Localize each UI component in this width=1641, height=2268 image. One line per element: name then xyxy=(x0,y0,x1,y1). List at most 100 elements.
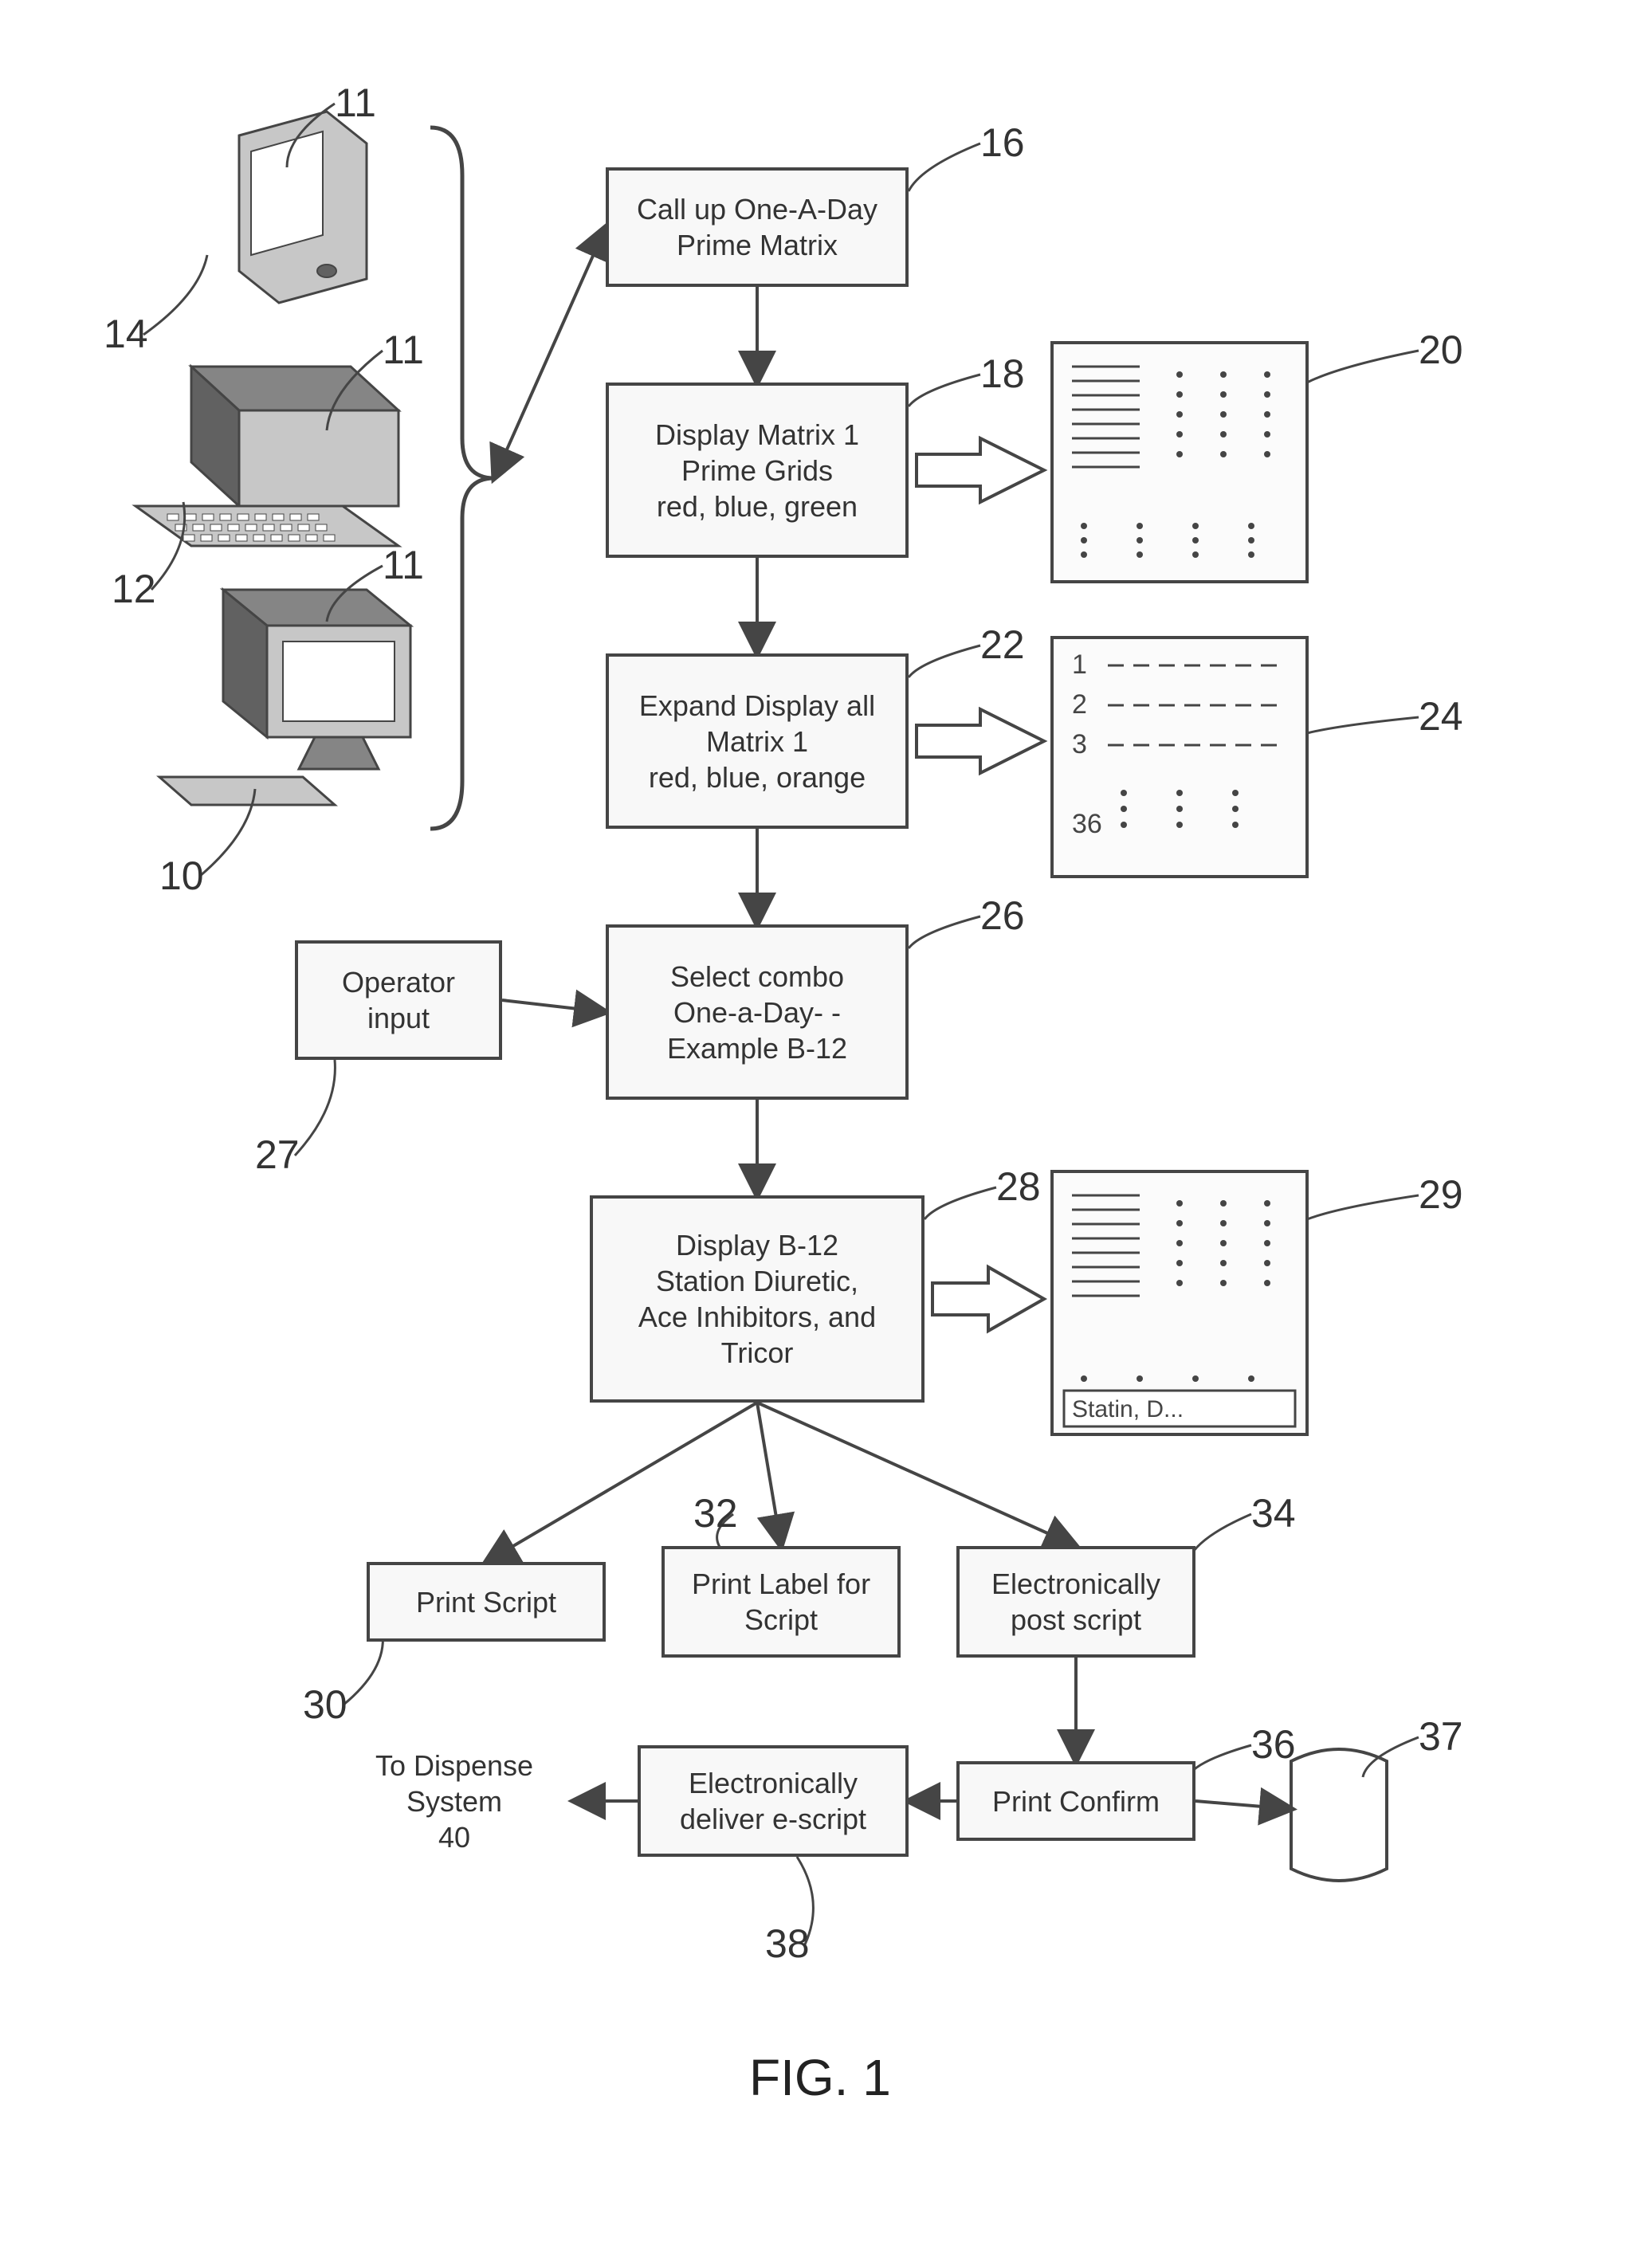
device-bracket xyxy=(430,128,494,829)
pda-device xyxy=(239,112,367,303)
block-arrow xyxy=(932,1267,1044,1331)
block-arrow xyxy=(917,709,1044,773)
ref-label-20: 20 xyxy=(1419,327,1463,373)
ref-label-24: 24 xyxy=(1419,693,1463,740)
box-line: Ace Inhibitors, and xyxy=(638,1299,876,1335)
ref-label-22: 22 xyxy=(980,622,1025,668)
box-line: Prime Matrix xyxy=(677,227,838,263)
leader-line xyxy=(909,916,980,948)
svg-text:3: 3 xyxy=(1072,729,1087,759)
edge xyxy=(494,227,606,478)
leader-line xyxy=(1307,1195,1419,1219)
box-line: Select combo xyxy=(670,959,844,995)
figure-caption: FIG. 1 xyxy=(749,2048,891,2107)
tape-37 xyxy=(1291,1749,1387,1881)
flowchart-box-38: Electronicallydeliver e-script xyxy=(638,1745,909,1857)
box-line: Call up One-A-Day xyxy=(637,191,877,227)
leader-line xyxy=(287,104,335,167)
ref-label-16: 16 xyxy=(980,120,1025,166)
svg-text:36: 36 xyxy=(1072,809,1102,839)
flowchart-box-36: Print Confirm xyxy=(956,1761,1195,1841)
box-line: Matrix 1 xyxy=(706,724,808,759)
box-line: post script xyxy=(1011,1602,1141,1638)
ref-label-18: 18 xyxy=(980,351,1025,397)
laptop-device xyxy=(135,367,398,546)
leader-line xyxy=(1188,1514,1251,1562)
leader-line xyxy=(199,789,255,877)
edge xyxy=(502,1000,606,1012)
svg-text:Statin, D...: Statin, D... xyxy=(1072,1396,1184,1422)
flowchart-box-16: Call up One-A-DayPrime Matrix xyxy=(606,167,909,287)
leader-line xyxy=(143,255,207,335)
ref-label-11: 11 xyxy=(383,327,424,373)
leader-line xyxy=(327,351,383,430)
box-line: input xyxy=(367,1000,430,1036)
box-line: Print Confirm xyxy=(992,1783,1160,1819)
box-line: deliver e-script xyxy=(680,1801,866,1837)
ref-label-10: 10 xyxy=(159,853,204,899)
box-line: Tricor xyxy=(721,1335,794,1371)
leader-line xyxy=(909,645,980,677)
leader-line xyxy=(151,502,185,590)
ref-label-38: 38 xyxy=(765,1921,810,1967)
ref-label-32: 32 xyxy=(693,1490,738,1536)
flowchart-box-30: Print Script xyxy=(367,1562,606,1642)
box-line: One-a-Day- - xyxy=(673,995,841,1030)
edge xyxy=(757,1403,781,1546)
leader-line xyxy=(1307,717,1419,733)
svg-text:1: 1 xyxy=(1072,649,1087,680)
ref-label-28: 28 xyxy=(996,1163,1041,1210)
edge xyxy=(486,1403,757,1562)
box-line: To Dispense xyxy=(375,1748,533,1783)
flowchart-box-22: Expand Display allMatrix 1red, blue, ora… xyxy=(606,653,909,829)
ref-label-30: 30 xyxy=(303,1681,347,1728)
edge xyxy=(1195,1801,1291,1809)
box-line: red, blue, green xyxy=(657,489,858,524)
doc-20 xyxy=(1052,343,1307,582)
ref-label-11: 11 xyxy=(335,80,376,126)
box-line: Operator xyxy=(342,964,455,1000)
ref-label-29: 29 xyxy=(1419,1171,1463,1218)
box-line: Script xyxy=(744,1602,818,1638)
ref-label-34: 34 xyxy=(1251,1490,1296,1536)
box-line: Prime Grids xyxy=(681,453,833,489)
flowchart-box-34: Electronicallypost script xyxy=(956,1546,1195,1658)
box-line: Display B-12 xyxy=(676,1227,838,1263)
leader-line xyxy=(327,566,383,622)
box-line: Expand Display all xyxy=(639,688,875,724)
leader-line xyxy=(909,143,980,191)
ref-label-36: 36 xyxy=(1251,1721,1296,1768)
box-line: Print Script xyxy=(416,1584,556,1620)
ref-label-37: 37 xyxy=(1419,1713,1463,1760)
flowchart-box-18: Display Matrix 1Prime Gridsred, blue, gr… xyxy=(606,383,909,558)
leader-line xyxy=(1307,351,1419,383)
box-line: Station Diuretic, xyxy=(656,1263,858,1299)
box-line: Electronically xyxy=(991,1566,1160,1602)
doc-24: 1 2 3 36 xyxy=(1052,638,1307,877)
svg-text:2: 2 xyxy=(1072,689,1087,720)
box-line: 40 xyxy=(438,1819,470,1855)
box-line: Print Label for xyxy=(692,1566,870,1602)
box-line: red, blue, orange xyxy=(649,759,866,795)
leader-line xyxy=(925,1187,996,1219)
doc-29: Statin, D... xyxy=(1052,1171,1307,1434)
edge xyxy=(757,1403,1076,1546)
box-line: Display Matrix 1 xyxy=(655,417,859,453)
desktop-device xyxy=(159,590,410,805)
ref-label-26: 26 xyxy=(980,893,1025,939)
box-line: System xyxy=(406,1783,502,1819)
flowchart-box-26: Select comboOne-a-Day- -Example B-12 xyxy=(606,924,909,1100)
flowchart-box-32: Print Label forScript xyxy=(662,1546,901,1658)
leader-line xyxy=(1363,1737,1419,1777)
leader-line xyxy=(909,375,980,406)
box-line: Example B-12 xyxy=(667,1030,847,1066)
ref-label-27: 27 xyxy=(255,1132,300,1178)
flowchart-box-bto: To DispenseSystem40 xyxy=(335,1737,574,1865)
flowchart-box-27: Operatorinput xyxy=(295,940,502,1060)
ref-label-11: 11 xyxy=(383,542,424,588)
flowchart-box-28: Display B-12Station Diuretic,Ace Inhibit… xyxy=(590,1195,925,1403)
leader-line xyxy=(295,1060,335,1156)
ref-label-12: 12 xyxy=(112,566,156,612)
ref-label-14: 14 xyxy=(104,311,148,357)
leader-line xyxy=(1188,1745,1251,1777)
